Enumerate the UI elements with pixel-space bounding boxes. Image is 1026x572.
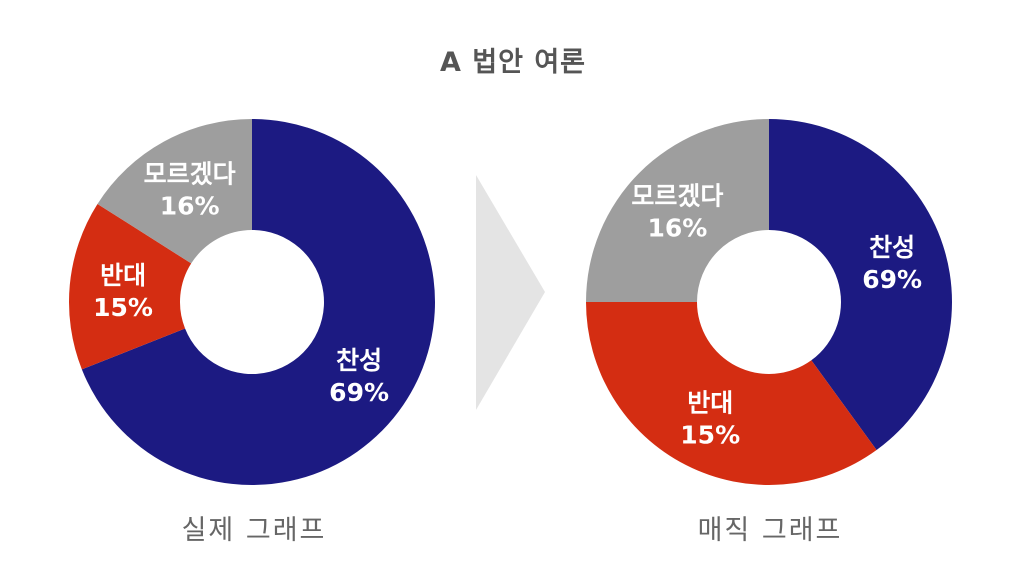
caption-actual-graph: 실제 그래프	[181, 515, 327, 546]
slice-value-agree: 69%	[862, 265, 922, 294]
slice-disagree	[69, 203, 192, 370]
slice-label-unsure: 모르겠다	[631, 181, 723, 210]
slice-value-agree: 69%	[329, 378, 389, 407]
slice-value-unsure: 16%	[160, 192, 220, 221]
page-title: A 법안 여론	[439, 47, 587, 78]
donut-chart-actual: 찬성 69% 반대 15% 모르겠다 16%	[69, 119, 436, 486]
slice-value-unsure: 16%	[648, 213, 708, 242]
slice-disagree	[586, 302, 877, 486]
slice-agree	[769, 119, 952, 451]
caption-magic-graph: 매직 그래프	[697, 515, 843, 546]
slice-unsure	[586, 119, 769, 302]
slice-value-disagree: 15%	[93, 293, 153, 322]
slice-agree	[81, 119, 436, 486]
slice-label-disagree: 반대	[100, 261, 146, 290]
donut-chart-magic: 찬성 69% 반대 15% 모르겠다 16%	[586, 119, 952, 486]
slice-label-unsure: 모르겠다	[144, 160, 236, 189]
slice-label-agree: 찬성	[336, 346, 382, 375]
slice-unsure	[97, 119, 252, 264]
arrow-right-icon	[476, 175, 545, 410]
slice-label-disagree: 반대	[687, 388, 733, 417]
slice-value-disagree: 15%	[680, 420, 740, 449]
slice-label-agree: 찬성	[869, 233, 915, 262]
